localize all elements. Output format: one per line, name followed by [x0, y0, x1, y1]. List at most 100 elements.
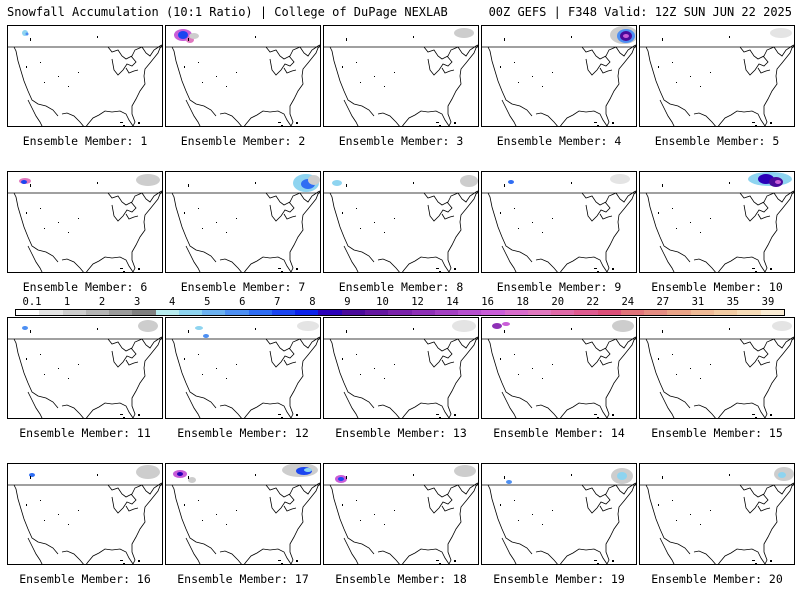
colorbar-swatch: [271, 310, 296, 315]
ensemble-member-label: Ensemble Member: 10: [651, 280, 783, 294]
colorbar-swatch: [248, 310, 272, 315]
ensemble-member-label: Ensemble Member: 15: [651, 426, 783, 440]
colorbar-swatch: [458, 310, 482, 315]
us-snowfall-map: [482, 26, 636, 126]
colorbar-tick-label: 24: [621, 296, 635, 308]
colorbar-swatch: [318, 310, 342, 315]
ensemble-member-map-4: [481, 25, 637, 127]
colorbar-swatch: [597, 310, 621, 315]
colorbar-swatch: [178, 310, 203, 315]
us-snowfall-map: [8, 320, 162, 418]
model-run-info: 00Z GEFS | F348 Valid: 12Z SUN JUN 22 20…: [488, 5, 792, 19]
colorbar-tick-label: 2: [98, 296, 106, 308]
ensemble-member-label: Ensemble Member: 19: [493, 572, 625, 586]
colorbar-swatch: [202, 310, 226, 315]
colorbar-tick-label: 4: [169, 296, 176, 308]
ensemble-member-map-7: [165, 171, 321, 273]
colorbar-tick-label: 0.1: [22, 296, 42, 308]
ensemble-member-label: Ensemble Member: 13: [335, 426, 467, 440]
colorbar-swatch: [411, 310, 435, 315]
colorbar-swatch: [713, 310, 738, 315]
colorbar-swatch: [16, 310, 40, 315]
ensemble-member-label: Ensemble Member: 1: [22, 134, 148, 148]
colorbar-tick-label: 14: [446, 296, 459, 308]
us-snowfall-map: [640, 28, 794, 126]
us-snowfall-map: [166, 174, 320, 272]
colorbar-tick-label: 31: [691, 296, 705, 308]
colorbar-swatch: [132, 310, 156, 315]
ensemble-member-label: Ensemble Member: 18: [335, 572, 467, 586]
us-snowfall-map: [482, 320, 636, 418]
ensemble-member-label: Ensemble Member: 7: [180, 280, 306, 294]
colorbar-swatch: [295, 310, 319, 315]
colorbar-tick-label: 39: [761, 296, 775, 308]
ensemble-member-label: Ensemble Member: 20: [651, 572, 783, 586]
colorbar-tick-label: 20: [551, 296, 565, 308]
colorbar-tick-label: 8: [309, 296, 316, 308]
us-snowfall-map: [640, 467, 794, 564]
colorbar-labels: 0.1 1 2 3 4 5 6 7 8 9 10 12 14 16 18 20 22 24 27 31 35 39: [15, 296, 785, 309]
ensemble-member-label: Ensemble Member: 12: [177, 426, 309, 440]
ensemble-member-map-10: [639, 171, 795, 273]
colorbar-tick-label: 6: [239, 296, 246, 308]
ensemble-member-map-20: [639, 463, 795, 565]
ensemble-member-map-15: [639, 317, 795, 419]
ensemble-member-label: Ensemble Member: 4: [496, 134, 622, 148]
colorbar-swatch: [364, 310, 389, 315]
us-snowfall-map: [166, 464, 320, 564]
colorbar-swatch: [341, 310, 365, 315]
colorbar-tick-label: 22: [586, 296, 600, 308]
colorbar-swatch: [620, 310, 645, 315]
colorbar-swatch: [551, 310, 575, 315]
colorbar-swatch: [388, 310, 412, 315]
us-snowfall-map: [324, 28, 478, 126]
us-snowfall-map: [166, 29, 320, 126]
ensemble-member-map-6: [7, 171, 163, 273]
us-snowfall-map: [8, 174, 162, 272]
ensemble-member-map-1: [7, 25, 163, 127]
us-snowfall-map: [8, 465, 162, 564]
colorbar-tick-label: 27: [656, 296, 670, 308]
colorbar-swatch: [434, 310, 459, 315]
colorbar-swatch: [225, 310, 249, 315]
colorbar-swatch: [527, 310, 552, 315]
us-snowfall-map: [324, 465, 478, 564]
us-snowfall-map: [324, 175, 478, 272]
colorbar-swatch: [39, 310, 63, 315]
colorbar-swatch: [574, 310, 598, 315]
colorbar-swatch: [690, 310, 714, 315]
ensemble-member-map-14: [481, 317, 637, 419]
colorbar-tick-label: 7: [274, 296, 281, 308]
us-snowfall-map: [640, 172, 794, 272]
ensemble-member-label: Ensemble Member: 16: [19, 572, 151, 586]
colorbar-tick-label: 16: [481, 296, 494, 308]
ensemble-member-map-12: [165, 317, 321, 419]
ensemble-member-label: Ensemble Member: 14: [493, 426, 625, 440]
colorbar-tick-label: 18: [516, 296, 529, 308]
colorbar-tick-label: 35: [726, 296, 740, 308]
colorbar-swatch: [760, 310, 784, 315]
ensemble-member-label: Ensemble Member: 5: [654, 134, 780, 148]
ensemble-member-map-9: [481, 171, 637, 273]
ensemble-member-map-5: [639, 25, 795, 127]
colorbar-swatch: [109, 310, 133, 315]
colorbar-swatch: [504, 310, 528, 315]
snowfall-colorbar: [15, 309, 785, 316]
colorbar-swatch: [737, 310, 761, 315]
ensemble-member-label: Ensemble Member: 17: [177, 572, 309, 586]
ensemble-member-map-17: [165, 463, 321, 565]
map-title: Snowfall Accumulation (10:1 Ratio) | Col…: [7, 5, 448, 19]
ensemble-member-map-11: [7, 317, 163, 419]
ensemble-member-label: Ensemble Member: 6: [22, 280, 148, 294]
colorbar-tick-label: 5: [204, 296, 211, 308]
ensemble-member-label: Ensemble Member: 2: [180, 134, 306, 148]
ensemble-member-map-16: [7, 463, 163, 565]
colorbar-tick-label: 1: [63, 296, 71, 308]
colorbar-swatch: [155, 310, 179, 315]
colorbar-swatch: [644, 310, 668, 315]
ensemble-member-map-8: [323, 171, 479, 273]
ensemble-member-map-18: [323, 463, 479, 565]
ensemble-member-map-13: [323, 317, 479, 419]
ensemble-member-label: Ensemble Member: 9: [496, 280, 622, 294]
ensemble-member-label: Ensemble Member: 8: [338, 280, 464, 294]
